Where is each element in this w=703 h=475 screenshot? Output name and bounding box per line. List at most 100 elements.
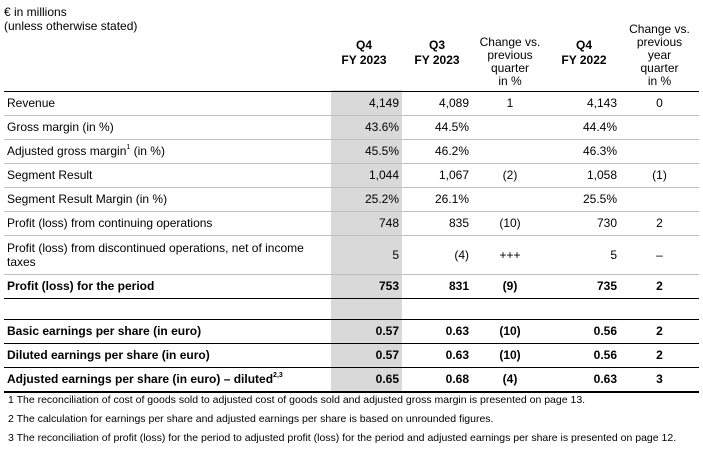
cell-change-quarter: (4) [472, 366, 548, 393]
cell-q4-fy2022: 1,058 [548, 163, 620, 188]
footnote: 2 The calculation for earnings per share… [8, 413, 494, 425]
col-header-change-year-line: quarter [640, 60, 679, 75]
spacer-cell [4, 298, 326, 319]
col-header-change-year-line: previous [636, 34, 683, 49]
cell-q4-fy2023: 5 [326, 235, 402, 275]
row-label: Revenue [4, 91, 326, 116]
spacer-cell [472, 298, 548, 319]
cell-change-quarter: (10) [472, 342, 548, 368]
row-label: Adjusted gross margin1 (in %) [4, 139, 326, 164]
footnote: 3 The reconciliation of profit (loss) fo… [8, 432, 677, 444]
col-header-change-year-line: Change vs. [629, 21, 690, 36]
spacer-row [4, 298, 699, 319]
col-header-q3-fy2023: Q3 FY 2023 [402, 0, 472, 92]
spacer-cell [326, 298, 402, 319]
units-line-1: € in millions [4, 5, 67, 19]
col-header-change-year: Change vs. previous year quarter in % [620, 0, 699, 92]
cell-q3-fy2023: 1,067 [402, 163, 472, 188]
row-label-text: Adjusted earnings per share (in euro) – … [7, 372, 274, 386]
col-header-change-quarter-line: quarter [490, 60, 530, 75]
cell-q4-fy2022: 5 [548, 235, 620, 275]
cell-change-year: 2 [620, 211, 699, 236]
col-header-change-quarter-line: previous [487, 47, 533, 62]
table-row: Adjusted gross margin1 (in %) 45.5% 46.2… [4, 139, 699, 164]
col-header-q4-fy2022-year: FY 2022 [561, 52, 607, 67]
cell-q4-fy2023: 748 [326, 211, 402, 236]
col-header-q4-fy2023-year: FY 2023 [341, 52, 387, 67]
col-header-change-year-line: year [647, 47, 672, 62]
cell-q4-fy2022: 0.56 [548, 342, 620, 368]
cell-q4-fy2023: 45.5% [326, 139, 402, 164]
cell-q3-fy2023: (4) [402, 235, 472, 275]
cell-q3-fy2023: 0.63 [402, 342, 472, 368]
cell-change-year: 2 [620, 273, 699, 299]
col-header-q4-fy2023-quarter: Q4 [355, 37, 372, 52]
cell-change-quarter [472, 139, 548, 164]
table-row: Profit (loss) from discontinued operatio… [4, 235, 699, 275]
cell-change-year [620, 115, 699, 140]
cell-change-quarter: (2) [472, 163, 548, 188]
row-label-suffix: (in %) [130, 144, 165, 158]
table-row-eps: Basic earnings per share (in euro) 0.57 … [4, 318, 699, 344]
cell-q4-fy2023: 0.65 [326, 366, 402, 393]
cell-q4-fy2023: 0.57 [326, 342, 402, 368]
cell-change-year: 2 [620, 342, 699, 368]
footnotes: 1 The reconciliation of cost of goods so… [8, 394, 688, 451]
table-row-eps: Diluted earnings per share (in euro) 0.5… [4, 342, 699, 368]
row-label: Profit (loss) from discontinued operatio… [4, 235, 326, 275]
row-label: Segment Result Margin (in %) [4, 187, 326, 212]
spacer-cell [548, 298, 620, 319]
cell-q4-fy2023: 753 [326, 273, 402, 299]
cell-change-quarter [472, 187, 548, 212]
footnote-marker: 2,3 [273, 372, 283, 379]
cell-q3-fy2023: 46.2% [402, 139, 472, 164]
col-header-change-year-line: in % [647, 73, 672, 88]
col-header-q3-fy2023-year: FY 2023 [414, 52, 460, 67]
cell-q4-fy2022: 4,143 [548, 91, 620, 116]
cell-q3-fy2023: 831 [402, 273, 472, 299]
cell-change-quarter: +++ [472, 235, 548, 275]
col-header-change-quarter: Change vs. previous quarter in % [472, 0, 548, 92]
table-row: Revenue 4,149 4,089 1 4,143 0 [4, 91, 699, 116]
col-header-q4-fy2023: Q4 FY 2023 [326, 0, 402, 92]
cell-q3-fy2023: 0.63 [402, 318, 472, 344]
table-row: Profit (loss) from continuing operations… [4, 211, 699, 236]
row-label-text: Adjusted gross margin [7, 144, 127, 158]
footnote-marker: 1 [126, 144, 131, 151]
cell-q4-fy2022: 25.5% [548, 187, 620, 212]
table-row-total: Profit (loss) for the period 753 831 (9)… [4, 273, 699, 299]
units-line-2: (unless otherwise stated) [4, 19, 138, 33]
cell-change-year: 0 [620, 91, 699, 116]
cell-q4-fy2023: 1,044 [326, 163, 402, 188]
cell-q4-fy2022: 730 [548, 211, 620, 236]
cell-change-quarter: (9) [472, 273, 548, 299]
cell-q3-fy2023: 835 [402, 211, 472, 236]
footnote: 1 The reconciliation of cost of goods so… [8, 394, 586, 406]
col-header-q3-fy2023-quarter: Q3 [428, 37, 445, 52]
cell-change-quarter: (10) [472, 318, 548, 344]
col-header-change-quarter-line: Change vs. [479, 34, 541, 49]
table-row: Segment Result Margin (in %) 25.2% 26.1%… [4, 187, 699, 212]
table-row: Gross margin (in %) 43.6% 44.5% 44.4% [4, 115, 699, 140]
row-label: Profit (loss) for the period [4, 273, 326, 299]
cell-q4-fy2022: 0.56 [548, 318, 620, 344]
cell-change-year: – [620, 235, 699, 275]
cell-q3-fy2023: 44.5% [402, 115, 472, 140]
financial-table: € in millions (unless otherwise stated) … [4, 0, 699, 393]
row-label: Gross margin (in %) [4, 115, 326, 140]
col-header-change-quarter-line: in % [498, 73, 522, 88]
col-header-q4-fy2022: Q4 FY 2022 [548, 0, 620, 92]
spacer-cell [402, 298, 472, 319]
row-label: Profit (loss) from continuing operations [4, 211, 326, 236]
cell-change-year: 3 [620, 366, 699, 393]
cell-q3-fy2023: 0.68 [402, 366, 472, 393]
cell-change-year: (1) [620, 163, 699, 188]
cell-change-quarter [472, 115, 548, 140]
row-label: Adjusted earnings per share (in euro) – … [4, 366, 326, 393]
cell-q4-fy2022: 735 [548, 273, 620, 299]
units-label: € in millions (unless otherwise stated) [4, 0, 326, 92]
cell-change-quarter: (10) [472, 211, 548, 236]
spacer-cell [620, 298, 699, 319]
cell-q4-fy2022: 44.4% [548, 115, 620, 140]
cell-change-year [620, 187, 699, 212]
